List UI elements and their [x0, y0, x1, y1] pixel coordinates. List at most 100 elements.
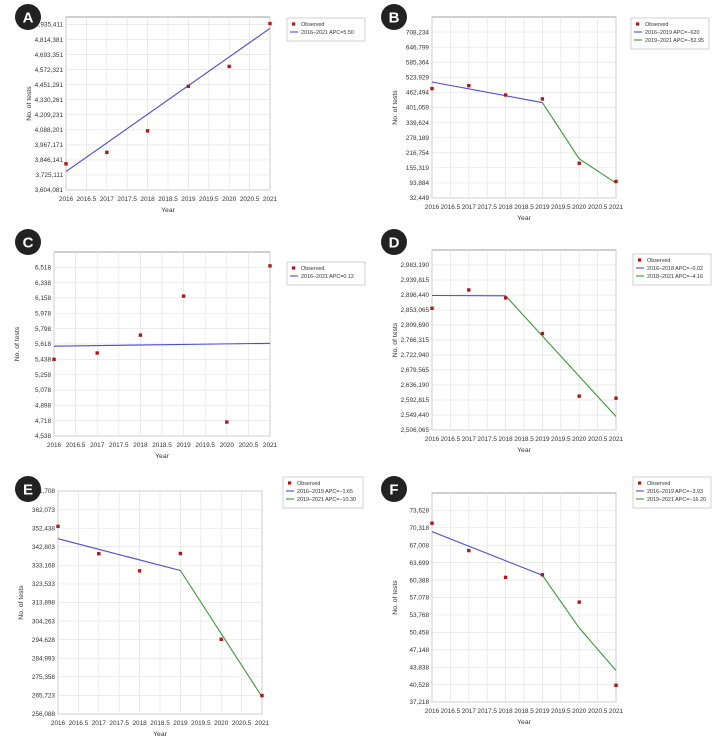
x-tick-label: 2017	[462, 436, 477, 443]
panel-letter: F	[389, 482, 398, 499]
legend-entry: 2016–2018 APC=−0.02	[647, 266, 703, 272]
x-tick-label: 2018.5	[514, 204, 534, 211]
x-axis-title: Year	[153, 731, 167, 738]
legend-entry: 2016–2021 APC=0.12	[301, 274, 354, 280]
x-tick-label: 2019	[181, 196, 196, 203]
observed-point	[138, 569, 141, 572]
x-tick-label: 2020.5	[239, 442, 259, 449]
observed-point	[430, 87, 433, 90]
x-tick-label: 2018.5	[514, 708, 534, 715]
observed-point	[504, 296, 507, 299]
observed-point	[228, 65, 231, 68]
x-tick-label: 2018	[140, 196, 155, 203]
legend-entry: 2019–2021 APC=−10.30	[297, 497, 356, 503]
x-tick-label: 2018	[498, 436, 513, 443]
observed-point	[260, 694, 263, 697]
y-tick-label: 67,008	[409, 542, 429, 549]
legend-marker-observed	[292, 266, 295, 269]
observed-point	[430, 307, 433, 310]
legend-entry: Observed	[645, 22, 668, 28]
x-tick-label: 2016	[51, 720, 66, 727]
x-tick-label: 2019	[173, 720, 188, 727]
y-tick-label: 3,604,081	[35, 187, 64, 194]
x-tick-label: 2016	[425, 436, 440, 443]
legend-marker-observed	[638, 481, 641, 484]
observed-point	[139, 333, 142, 336]
observed-point	[52, 358, 55, 361]
y-tick-label: 2,809,690	[401, 322, 430, 329]
x-axis-title: Year	[155, 453, 169, 460]
x-tick-label: 2021	[609, 708, 624, 715]
legend-entry: 2019–2021 APC=−52.95	[645, 38, 704, 44]
y-tick-label: 2,679,565	[401, 367, 430, 374]
x-tick-label: 2017	[92, 720, 107, 727]
y-tick-label: 2,983,190	[401, 262, 430, 269]
legend-entry: 2019–2021 APC=−16.20	[647, 497, 706, 503]
y-tick-label: 57,078	[409, 595, 429, 602]
y-tick-label: 333,168	[32, 563, 56, 570]
x-tick-label: 2020	[220, 442, 235, 449]
y-tick-label: 4,209,231	[35, 112, 64, 119]
x-tick-label: 2020.5	[588, 436, 608, 443]
legend-marker-observed	[638, 258, 641, 261]
panel-badge: B	[381, 4, 407, 30]
x-tick-label: 2020	[572, 708, 587, 715]
y-tick-label: 216,754	[406, 150, 430, 157]
y-tick-label: 2,722,940	[401, 352, 430, 359]
y-tick-label: 4,451,291	[35, 82, 64, 89]
x-tick-label: 2019.5	[199, 196, 219, 203]
y-tick-label: 256,088	[32, 711, 56, 718]
x-tick-label: 2019	[176, 442, 191, 449]
observed-point	[578, 162, 581, 165]
y-tick-label: 4,718	[35, 418, 51, 425]
observed-point	[467, 288, 470, 291]
x-tick-label: 2016	[425, 708, 440, 715]
y-tick-label: 43,838	[409, 664, 429, 671]
x-tick-label: 2018	[498, 204, 513, 211]
legend-marker-observed	[292, 22, 295, 25]
y-tick-label: 6,158	[35, 295, 51, 302]
observed-point	[504, 576, 507, 579]
y-tick-label: 4,898	[35, 403, 51, 410]
observed-point	[614, 397, 617, 400]
legend-entry: Observed	[647, 258, 670, 264]
x-tick-label: 2019.5	[551, 204, 571, 211]
panel-letter: B	[389, 10, 400, 27]
y-tick-label: 4,693,351	[35, 52, 64, 59]
legend-marker-observed	[288, 481, 291, 484]
y-tick-label: 3,846,141	[35, 157, 64, 164]
x-tick-label: 2019.5	[195, 442, 215, 449]
y-tick-label: 47,148	[409, 647, 429, 654]
y-tick-label: 5,978	[35, 311, 51, 318]
y-tick-label: 2,506,065	[401, 427, 430, 434]
x-tick-label: 2016.5	[441, 436, 461, 443]
x-tick-label: 2017.5	[477, 204, 497, 211]
x-tick-label: 2016.5	[69, 720, 89, 727]
panel-badge: C	[15, 229, 41, 255]
y-axis-title: No. of tests	[392, 322, 399, 357]
observed-point	[614, 180, 617, 183]
y-tick-label: 401,059	[406, 105, 430, 112]
x-tick-label: 2017.5	[109, 720, 129, 727]
y-tick-label: 313,898	[32, 600, 56, 607]
y-tick-label: 339,624	[406, 120, 430, 127]
legend-entry: 2016–2019 APC=−3.93	[647, 489, 703, 495]
legend-marker-observed	[636, 22, 639, 25]
y-tick-label: 284,993	[32, 655, 56, 662]
observed-point	[467, 549, 470, 552]
x-tick-label: 2018.5	[514, 436, 534, 443]
observed-point	[179, 552, 182, 555]
x-tick-label: 2017	[462, 708, 477, 715]
x-tick-label: 2017.5	[117, 196, 137, 203]
y-tick-label: 4,572,321	[35, 67, 64, 74]
y-axis-title: No. of tests	[14, 326, 21, 361]
x-tick-label: 2018	[498, 708, 513, 715]
